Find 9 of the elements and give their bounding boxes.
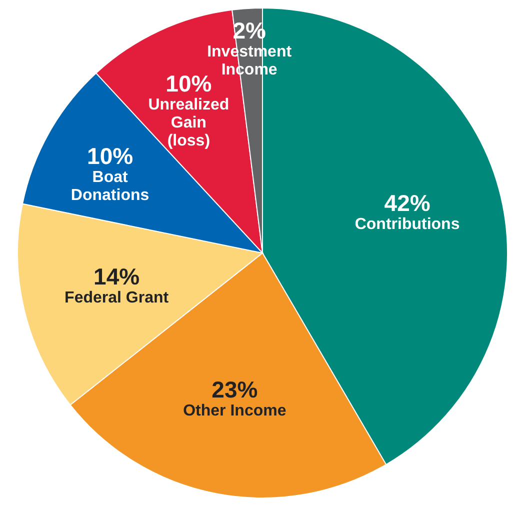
data-label: 10% <box>87 143 134 170</box>
data-label: 42% <box>384 190 430 216</box>
slice-label: Unrealized Gain (loss) <box>148 96 230 150</box>
slice-label: Other Income <box>183 402 286 420</box>
slice-label: Contributions <box>354 216 460 233</box>
slice-label: Boat Donations <box>70 169 150 204</box>
data-label: 14% <box>94 264 140 290</box>
data-label: 23% <box>212 376 258 402</box>
slice-label: Federal Grant <box>64 290 170 307</box>
